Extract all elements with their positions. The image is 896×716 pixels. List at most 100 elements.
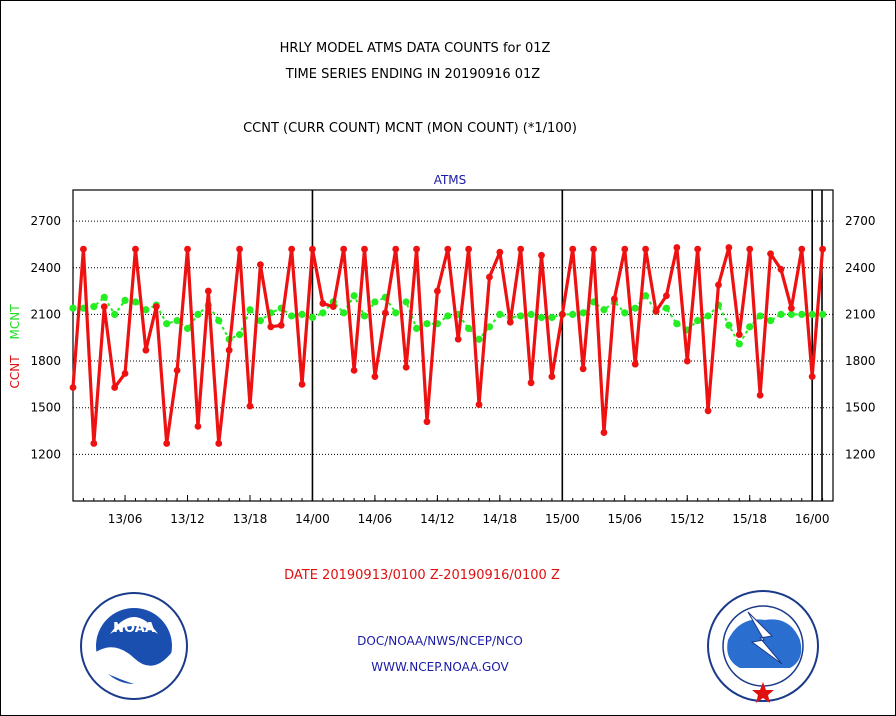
data-point-ccnt	[558, 311, 566, 318]
data-point-ccnt	[798, 245, 806, 253]
data-point-mcnt	[662, 304, 671, 312]
data-point-ccnt	[194, 422, 202, 430]
plot-area: 1200 1500 1800 2100 2400 2700 1200 1500 1800 210…	[30, 189, 876, 526]
data-point-mcnt	[412, 324, 421, 332]
data-point-ccnt	[756, 391, 764, 399]
series-ccnt	[69, 244, 826, 447]
x-tick-label: 13/18	[233, 512, 268, 526]
data-point-ccnt	[184, 245, 191, 253]
data-point-ccnt	[236, 245, 243, 253]
data-point-ccnt	[652, 307, 660, 315]
data-point-ccnt	[621, 245, 629, 253]
data-point-mcnt	[173, 317, 181, 325]
y-tick-label-left: 1800	[30, 354, 61, 368]
data-point-ccnt	[277, 321, 285, 329]
data-point-ccnt	[465, 245, 473, 253]
chart-title-1: HRLY MODEL ATMS DATA COUNTS for 01Z	[280, 41, 551, 56]
y-tick-label-right: 2400	[845, 261, 876, 275]
y-axis-label-ccnt: CCNT	[8, 355, 22, 389]
x-tick-label: 16/00	[795, 512, 830, 526]
data-point-ccnt	[704, 407, 712, 415]
data-point-ccnt	[527, 379, 535, 387]
data-point-ccnt	[569, 245, 577, 253]
data-point-ccnt	[423, 418, 431, 426]
data-point-mcnt	[90, 303, 98, 311]
series-mcnt	[69, 292, 827, 348]
data-point-mcnt	[756, 312, 764, 320]
data-point-ccnt	[475, 401, 483, 408]
y-tick-label-left: 1200	[30, 447, 61, 461]
data-point-ccnt	[246, 402, 254, 410]
data-point-mcnt	[725, 321, 733, 329]
data-point-ccnt	[121, 370, 129, 377]
y-axis-label-mcnt: MCNT	[8, 304, 22, 340]
data-point-ccnt	[392, 245, 400, 253]
data-point-ccnt	[132, 245, 139, 253]
data-point-ccnt	[610, 295, 618, 303]
chart-subtitle: CCNT (CURR COUNT) MCNT (MON COUNT) (*1/1…	[243, 121, 577, 136]
org-label: DOC/NOAA/NWS/NCEP/NCO	[357, 634, 523, 648]
data-point-ccnt	[808, 373, 816, 380]
data-point-ccnt	[111, 384, 119, 391]
data-point-mcnt	[517, 312, 525, 320]
data-point-ccnt	[600, 429, 608, 436]
x-tick-label: 14/00	[295, 512, 330, 526]
x-tick-label: 14/06	[358, 512, 393, 526]
data-point-ccnt	[787, 304, 795, 312]
data-point-ccnt	[444, 245, 452, 253]
y-tick-label-left: 2100	[30, 307, 61, 321]
data-point-ccnt	[454, 335, 462, 343]
data-point-mcnt	[496, 310, 504, 318]
data-point-mcnt	[621, 309, 629, 317]
data-point-ccnt	[215, 440, 223, 447]
x-tick-labels: 13/06 13/12 13/18 14/00 14/06 14/12 14/18 15/00…	[72, 495, 834, 526]
data-point-mcnt	[111, 310, 119, 318]
data-point-ccnt	[496, 248, 504, 256]
data-point-ccnt	[683, 357, 691, 365]
data-point-mcnt	[215, 317, 223, 325]
nws-logo-icon	[707, 590, 819, 703]
data-point-ccnt	[631, 360, 639, 368]
noaa-logo-text: NOAA	[113, 621, 155, 636]
data-point-ccnt	[69, 384, 77, 391]
data-point-mcnt	[777, 310, 785, 318]
data-point-ccnt	[777, 265, 785, 273]
data-point-mcnt	[121, 296, 129, 305]
data-point-ccnt	[309, 245, 316, 253]
data-point-ccnt	[371, 373, 379, 380]
date-range-label: DATE 20190913/0100 Z-20190916/0100 Z	[284, 568, 560, 583]
y-tick-label-right: 1200	[845, 447, 876, 461]
data-point-ccnt	[100, 303, 108, 311]
day-boundary-lines	[311, 190, 823, 501]
data-point-mcnt	[631, 304, 639, 312]
y-tick-label-left: 1500	[30, 401, 61, 415]
data-point-ccnt	[90, 440, 98, 447]
data-point-mcnt	[100, 293, 108, 301]
data-point-ccnt	[80, 245, 87, 253]
data-point-ccnt	[256, 261, 264, 269]
data-point-mcnt	[131, 298, 140, 306]
data-point-mcnt	[746, 323, 754, 331]
x-tick-label: 13/12	[170, 512, 205, 526]
data-point-ccnt	[642, 245, 650, 253]
data-point-ccnt	[152, 303, 160, 311]
data-point-ccnt	[746, 245, 754, 253]
y-tick-label-right: 2700	[845, 214, 876, 228]
data-point-mcnt	[579, 309, 587, 317]
x-tick-label: 15/00	[545, 512, 580, 526]
data-point-mcnt	[423, 320, 431, 328]
data-point-mcnt	[371, 298, 379, 306]
data-point-mcnt	[600, 306, 608, 314]
data-point-mcnt	[766, 317, 775, 325]
data-point-mcnt	[485, 323, 494, 331]
x-tick-label: 15/12	[670, 512, 705, 526]
data-point-ccnt	[361, 245, 368, 253]
y-tick-label-right: 1500	[845, 401, 876, 415]
data-point-ccnt	[381, 309, 389, 317]
data-point-ccnt	[548, 373, 556, 380]
data-point-mcnt	[350, 292, 358, 300]
data-point-ccnt	[517, 245, 525, 253]
data-point-mcnt	[642, 292, 650, 300]
data-point-mcnt	[735, 340, 743, 348]
data-point-mcnt	[235, 331, 244, 339]
